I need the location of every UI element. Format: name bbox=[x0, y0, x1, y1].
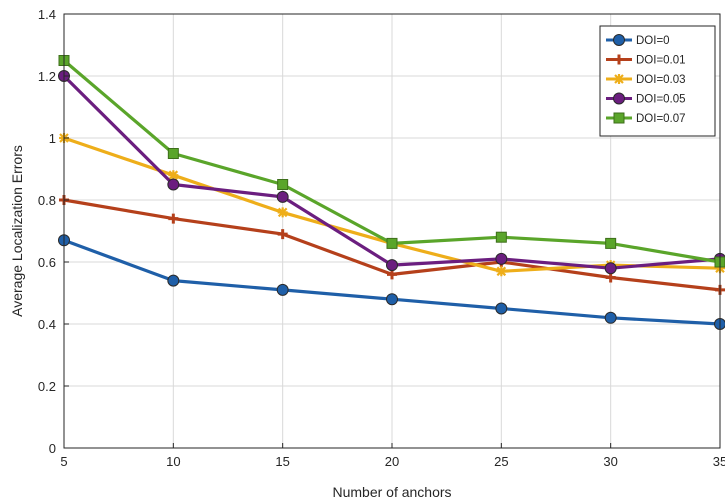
data-point bbox=[605, 237, 617, 249]
x-tick-label: 35 bbox=[713, 454, 725, 469]
x-tick-label: 20 bbox=[385, 454, 399, 469]
y-axis-label: Average Localization Errors bbox=[9, 145, 25, 317]
legend-item: DOI=0.07 bbox=[606, 112, 686, 125]
data-point bbox=[495, 252, 508, 265]
data-point bbox=[277, 179, 289, 190]
y-tick-label: 0.4 bbox=[38, 317, 56, 332]
data-point bbox=[168, 170, 179, 181]
legend-marker bbox=[613, 112, 625, 124]
legend-marker bbox=[613, 92, 625, 105]
legend-label: DOI=0.03 bbox=[636, 74, 686, 86]
legend-item: DOI=0 bbox=[606, 34, 670, 47]
data-point bbox=[496, 266, 507, 277]
legend-label: DOI=0.05 bbox=[636, 94, 686, 106]
y-tick-label: 1 bbox=[49, 131, 56, 146]
y-tick-label: 1.4 bbox=[38, 7, 56, 22]
legend-marker bbox=[614, 74, 624, 84]
x-tick-label: 30 bbox=[603, 454, 617, 469]
legend-marker bbox=[614, 54, 624, 65]
legend-item: DOI=0.03 bbox=[606, 74, 686, 86]
legend-marker bbox=[613, 34, 625, 46]
data-point bbox=[277, 229, 288, 240]
x-tick-label: 15 bbox=[275, 454, 289, 469]
legend-label: DOI=0.01 bbox=[636, 55, 686, 67]
y-tick-label: 0.2 bbox=[38, 379, 56, 394]
y-tick-label: 0 bbox=[49, 441, 56, 456]
legend-item: DOI=0.01 bbox=[606, 54, 686, 67]
data-point bbox=[386, 259, 398, 272]
x-tick-label: 5 bbox=[60, 454, 67, 469]
y-tick-label: 0.6 bbox=[38, 255, 56, 270]
data-point bbox=[276, 283, 289, 296]
y-tick-label: 0.8 bbox=[38, 193, 56, 208]
x-axis-ticks: 5 10 15 20 25 30 35 bbox=[60, 443, 725, 469]
data-point bbox=[168, 213, 179, 224]
legend-item: DOI=0.05 bbox=[606, 92, 686, 106]
data-point bbox=[277, 207, 288, 218]
x-tick-label: 25 bbox=[494, 454, 508, 469]
data-point bbox=[167, 178, 180, 191]
legend: DOI=0 DOI=0.01 DOI=0.03 DOI=0.05 DOI=0.07 bbox=[599, 25, 716, 137]
data-point bbox=[276, 190, 289, 203]
data-point bbox=[495, 231, 507, 243]
x-tick-label: 10 bbox=[166, 454, 180, 469]
legend-label: DOI=0 bbox=[636, 35, 670, 47]
y-tick-label: 1.2 bbox=[38, 69, 56, 84]
data-point bbox=[386, 293, 398, 306]
data-point bbox=[386, 237, 398, 249]
data-point bbox=[604, 311, 617, 324]
y-axis-ticks: 0 0.2 0.4 0.6 0.8 1 1.2 1.4 bbox=[38, 7, 69, 456]
series-DOI=0 bbox=[58, 234, 725, 330]
legend-label: DOI=0.07 bbox=[636, 113, 686, 125]
data-point bbox=[495, 302, 508, 315]
x-axis-label: Number of anchors bbox=[332, 484, 451, 500]
data-point bbox=[604, 262, 617, 275]
data-point bbox=[167, 148, 179, 159]
data-point bbox=[167, 274, 180, 287]
